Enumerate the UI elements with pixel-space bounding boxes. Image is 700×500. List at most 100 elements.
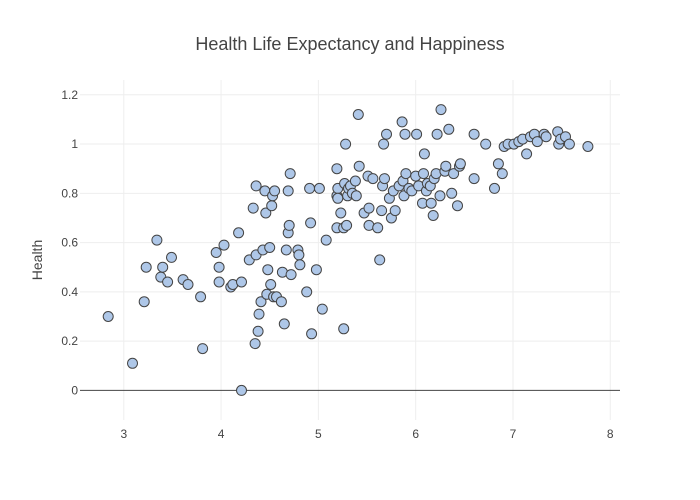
data-point <box>431 128 443 140</box>
data-point <box>218 239 230 251</box>
data-point <box>280 244 292 256</box>
data-point <box>367 173 379 185</box>
data-point <box>331 163 343 175</box>
data-point <box>427 210 439 221</box>
data-point <box>275 296 287 308</box>
data-point <box>374 254 386 266</box>
data-point <box>236 276 247 288</box>
data-point <box>151 234 163 246</box>
x-tick-label: 8 <box>607 427 614 441</box>
data-point <box>389 205 401 217</box>
y-tick-label: 0.6 <box>61 236 78 250</box>
data-point <box>252 325 264 337</box>
data-point <box>496 168 508 180</box>
data-point <box>313 182 325 194</box>
data-point <box>283 219 295 231</box>
data-point <box>338 323 350 335</box>
data-point <box>381 128 392 140</box>
data-point <box>396 116 408 128</box>
x-tick-label: 3 <box>120 427 127 441</box>
data-point <box>266 200 278 212</box>
data-point <box>294 259 306 271</box>
data-point <box>316 303 328 315</box>
data-point <box>492 158 504 170</box>
data-point <box>446 187 458 199</box>
y-tick-label: 0.8 <box>61 186 78 200</box>
data-point <box>278 318 290 330</box>
data-point <box>305 217 317 229</box>
y-tick-label: 0.4 <box>61 285 78 299</box>
data-point <box>352 109 364 120</box>
data-point <box>521 148 533 160</box>
data-point <box>320 234 332 246</box>
data-point <box>253 308 265 320</box>
data-point <box>140 261 152 273</box>
data-point <box>340 138 352 150</box>
data-point <box>157 261 169 273</box>
data-point <box>182 279 194 290</box>
y-axis-title: Health <box>29 240 45 280</box>
data-point <box>284 168 296 180</box>
data-point <box>531 136 543 148</box>
data-point <box>349 175 361 187</box>
data-point <box>425 197 437 209</box>
data-point <box>563 138 575 150</box>
data-point <box>310 264 322 276</box>
data-point <box>264 242 276 253</box>
data-point <box>262 264 274 276</box>
data-point <box>376 205 388 217</box>
data-point <box>418 148 430 160</box>
data-point <box>285 269 297 281</box>
data-point <box>195 291 207 303</box>
data-point <box>265 279 277 290</box>
data-point <box>293 249 305 261</box>
data-point <box>489 182 500 194</box>
data-point <box>127 357 138 369</box>
x-tick-label: 5 <box>315 427 322 441</box>
data-point <box>255 296 267 308</box>
data-point <box>269 185 281 197</box>
data-point <box>213 276 225 288</box>
y-tick-label: 1.2 <box>61 88 78 102</box>
data-point <box>443 123 455 135</box>
data-point <box>282 185 294 197</box>
data-point <box>213 261 225 273</box>
data-point <box>440 160 452 172</box>
y-tick-label: 0 <box>71 383 78 397</box>
data-point <box>236 384 247 396</box>
data-point <box>452 200 463 212</box>
y-tick-label: 0.2 <box>61 334 78 348</box>
data-point <box>249 338 261 350</box>
data-point <box>454 158 466 170</box>
chart-title: Health Life Expectancy and Happiness <box>195 34 504 54</box>
x-tick-label: 6 <box>412 427 419 441</box>
data-point <box>341 219 353 231</box>
data-point <box>301 286 313 298</box>
data-point <box>247 202 259 214</box>
data-point <box>448 168 460 180</box>
data-point <box>250 180 262 192</box>
data-point <box>378 138 390 150</box>
data-point <box>379 173 390 185</box>
data-point <box>418 168 429 180</box>
data-point <box>306 328 318 340</box>
data-point <box>332 192 344 204</box>
data-point <box>197 343 209 355</box>
x-tick-label: 4 <box>218 427 225 441</box>
data-point <box>468 173 480 185</box>
data-point <box>233 227 245 239</box>
y-tick-label: 1 <box>71 137 78 151</box>
data-point <box>353 160 365 172</box>
data-point <box>399 128 411 140</box>
data-points <box>102 104 594 396</box>
data-point <box>350 190 362 202</box>
data-point <box>260 207 272 219</box>
data-point <box>166 251 177 263</box>
data-point <box>102 311 114 322</box>
data-point <box>363 202 375 214</box>
data-point <box>435 104 447 116</box>
data-point <box>411 128 423 140</box>
data-point <box>400 168 412 180</box>
